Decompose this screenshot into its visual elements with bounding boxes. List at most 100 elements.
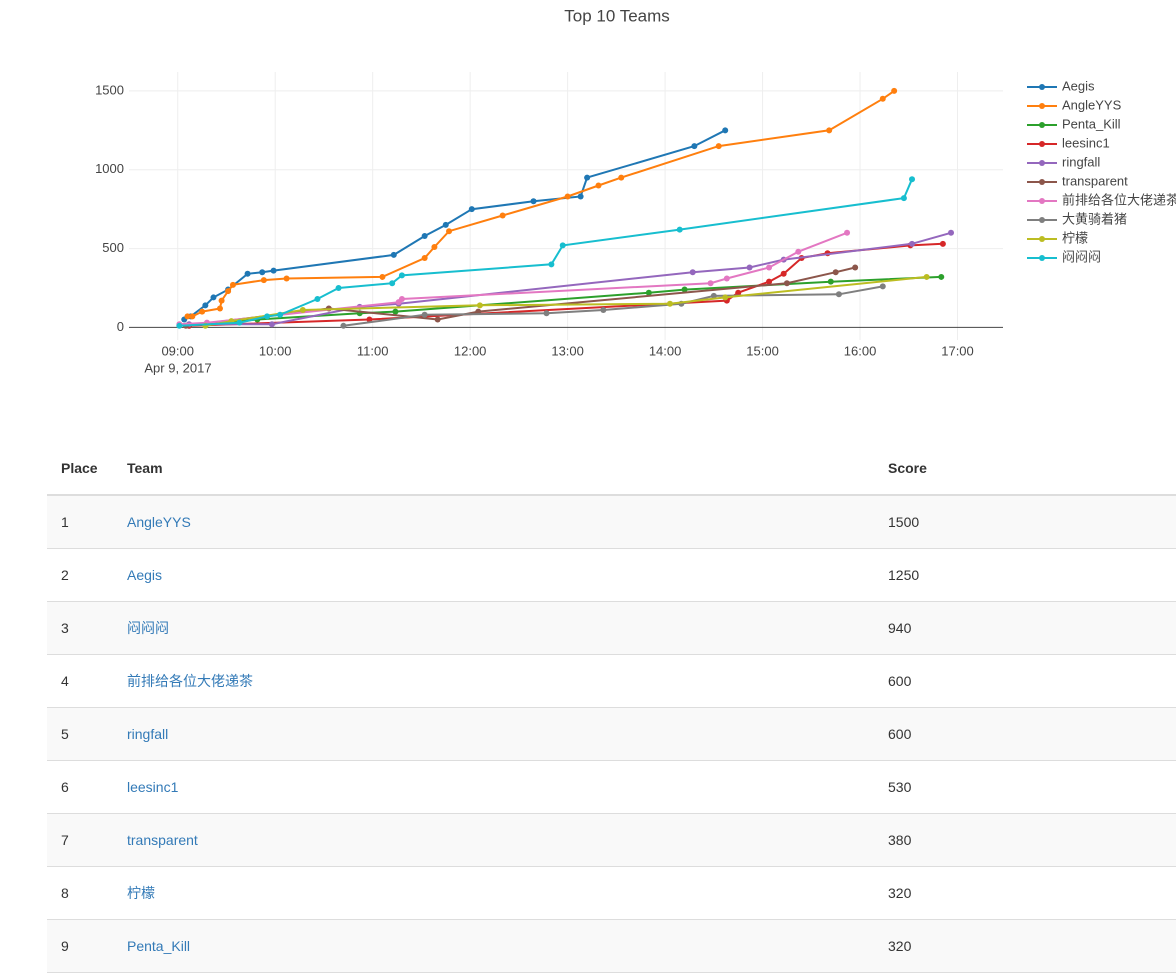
cell: 6 xyxy=(47,760,126,814)
legend-swatch-dot xyxy=(1039,103,1045,109)
data-point xyxy=(548,261,555,268)
team-link[interactable]: AngleYYS xyxy=(127,514,191,530)
data-point xyxy=(689,269,696,276)
x-tick-label: 14:00 xyxy=(649,343,682,358)
legend-swatch-dot xyxy=(1039,217,1045,223)
cell: 940 xyxy=(887,601,1176,655)
table-row: 9 Penta_Kill 320 xyxy=(47,919,1176,973)
x-tick-label: 12:00 xyxy=(454,343,487,358)
data-point xyxy=(218,297,225,304)
team-link[interactable]: 前排给各位大佬递茶 xyxy=(127,673,253,689)
data-point xyxy=(891,87,898,94)
data-point xyxy=(783,280,790,287)
legend-swatch-dot xyxy=(1039,255,1045,261)
team-link[interactable]: transparent xyxy=(127,832,198,848)
table-row: 2 Aegis 1250 xyxy=(47,548,1176,602)
cell: 2 xyxy=(47,548,126,602)
cell: ringfall xyxy=(126,707,887,761)
cell: transparent xyxy=(126,813,887,867)
data-point xyxy=(530,198,537,205)
data-point xyxy=(189,313,196,320)
data-point xyxy=(746,264,753,271)
chart-title: Top 10 Teams xyxy=(564,6,670,25)
team-link[interactable]: 闷闷闷 xyxy=(127,620,169,636)
data-point xyxy=(795,248,802,255)
data-point xyxy=(314,296,321,303)
cell: Aegis xyxy=(126,548,887,602)
cell: 3 xyxy=(47,601,126,655)
legend-swatch-dot xyxy=(1039,160,1045,166)
data-point xyxy=(236,319,243,326)
data-point xyxy=(468,206,475,213)
data-point xyxy=(909,176,916,183)
table-row: 7 transparent 380 xyxy=(47,813,1176,867)
data-point xyxy=(264,313,271,320)
data-point xyxy=(618,174,625,181)
table-row: 6 leesinc1 530 xyxy=(47,760,1176,814)
team-link[interactable]: ringfall xyxy=(127,726,169,742)
cell: 7 xyxy=(47,813,126,867)
legend-swatch-dot xyxy=(1039,198,1045,204)
data-point xyxy=(938,273,945,280)
data-point xyxy=(389,280,396,287)
data-point xyxy=(421,255,428,262)
data-point xyxy=(577,193,584,200)
cell: 320 xyxy=(887,866,1176,920)
data-point xyxy=(879,283,886,290)
data-point xyxy=(299,307,306,314)
legend-label: Aegis xyxy=(1062,78,1095,93)
table-row: 5 ringfall 600 xyxy=(47,707,1176,761)
data-point xyxy=(722,127,729,134)
data-point xyxy=(268,321,275,328)
data-point xyxy=(780,270,787,277)
y-tick-label: 1500 xyxy=(95,82,124,97)
cell: 600 xyxy=(887,654,1176,708)
data-point xyxy=(691,143,698,150)
data-point xyxy=(766,264,773,271)
cell: AngleYYS xyxy=(126,495,887,549)
table-row: 3 闷闷闷 940 xyxy=(47,601,1176,655)
data-point xyxy=(431,243,438,250)
data-point xyxy=(499,212,506,219)
data-point xyxy=(844,229,851,236)
data-point xyxy=(735,289,742,296)
x-tick-label: 09:00 xyxy=(161,343,194,358)
x-tick-label: 10:00 xyxy=(259,343,292,358)
legend-swatch-dot xyxy=(1039,84,1045,90)
cell: 8 xyxy=(47,866,126,920)
data-point xyxy=(707,280,714,287)
data-point xyxy=(543,310,550,317)
y-tick-label: 500 xyxy=(102,240,124,255)
team-link[interactable]: 柠檬 xyxy=(127,885,155,901)
cell: Penta_Kill xyxy=(126,919,887,973)
x-date-label: Apr 9, 2017 xyxy=(144,360,211,375)
data-point xyxy=(270,267,277,274)
team-link[interactable]: Aegis xyxy=(127,567,163,583)
table-row: 4 前排给各位大佬递茶 600 xyxy=(47,654,1176,708)
data-point xyxy=(199,308,206,315)
cell: 320 xyxy=(887,919,1176,973)
data-point xyxy=(259,269,266,276)
data-point xyxy=(852,264,859,271)
cell: leesinc1 xyxy=(126,760,887,814)
data-point xyxy=(835,291,842,298)
data-point xyxy=(277,311,284,318)
data-point xyxy=(184,313,191,320)
table-row: 8 柠檬 320 xyxy=(47,866,1176,920)
cell: 1250 xyxy=(887,548,1176,602)
legend-swatch-dot xyxy=(1039,236,1045,242)
cell: 600 xyxy=(887,707,1176,761)
data-point xyxy=(722,294,729,301)
team-link[interactable]: leesinc1 xyxy=(127,779,179,795)
cell: 530 xyxy=(887,760,1176,814)
data-point xyxy=(645,289,652,296)
column-header: Place xyxy=(47,442,126,496)
chart: Top 10 Teams Apr 9, 2017 09:00 10:00 11:00… xyxy=(95,6,1176,375)
data-point xyxy=(340,322,347,329)
team-link[interactable]: Penta_Kill xyxy=(127,938,191,954)
data-point xyxy=(398,296,405,303)
data-point xyxy=(715,143,722,150)
data-point xyxy=(421,232,428,239)
data-point xyxy=(710,292,717,299)
data-point xyxy=(766,278,773,285)
